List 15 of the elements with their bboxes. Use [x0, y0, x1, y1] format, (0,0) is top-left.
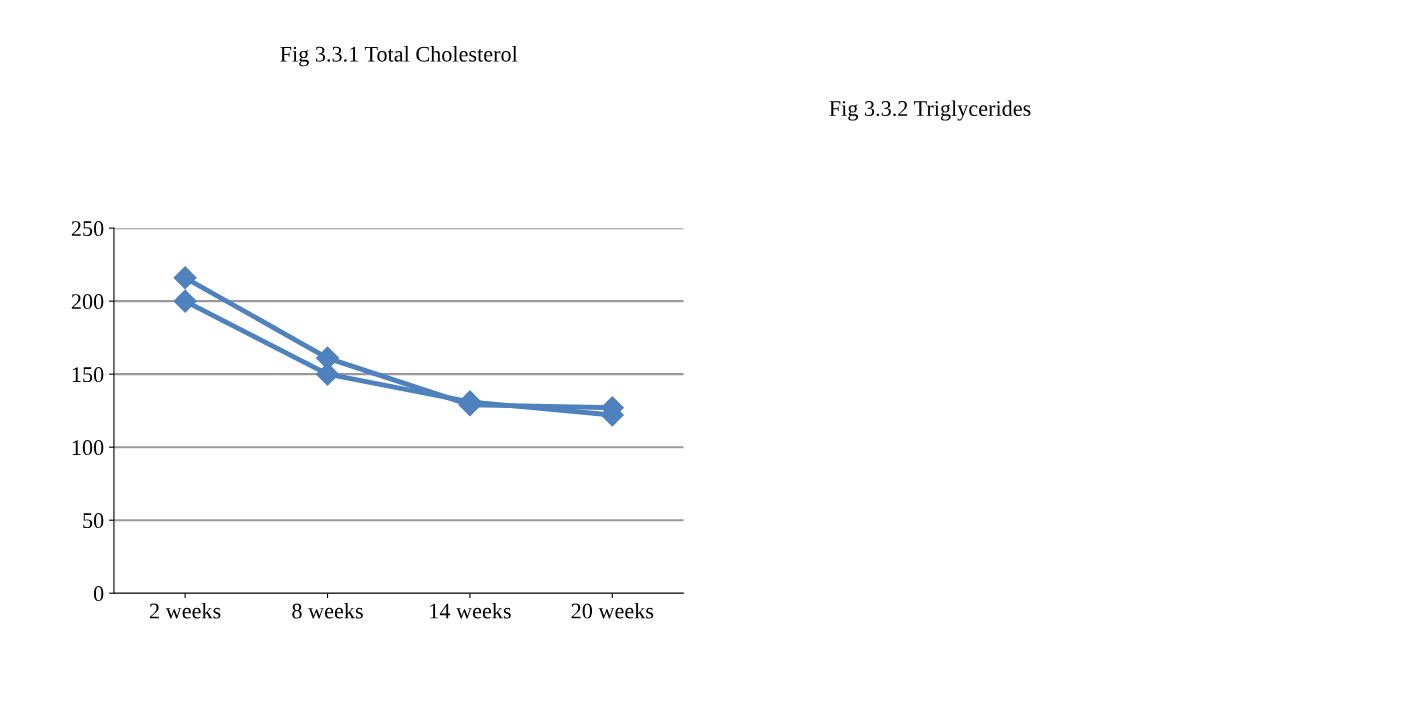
y-tick-label: 50	[83, 513, 104, 529]
y-tick-label: 100	[72, 440, 104, 456]
x-tick-label: 14 weeks	[430, 602, 511, 619]
point	[173, 289, 197, 313]
y-tick-label: 150	[72, 367, 104, 383]
y-tick-label: 0	[93, 586, 104, 602]
text: Fig 3.3.2 Triglycerides	[829, 100, 1031, 121]
x-tick-label: 2 weeks	[149, 602, 221, 619]
point	[173, 266, 197, 290]
x-tick-label: 8 weeks	[292, 602, 363, 619]
point	[316, 346, 340, 370]
y-tick-label: 250	[71, 221, 104, 237]
chart-title: Fig 3.3.1 Total Cholesterol	[280, 46, 518, 67]
x-tick-label: 20 weeks	[571, 602, 654, 619]
y-tick-label: 200	[71, 294, 104, 310]
